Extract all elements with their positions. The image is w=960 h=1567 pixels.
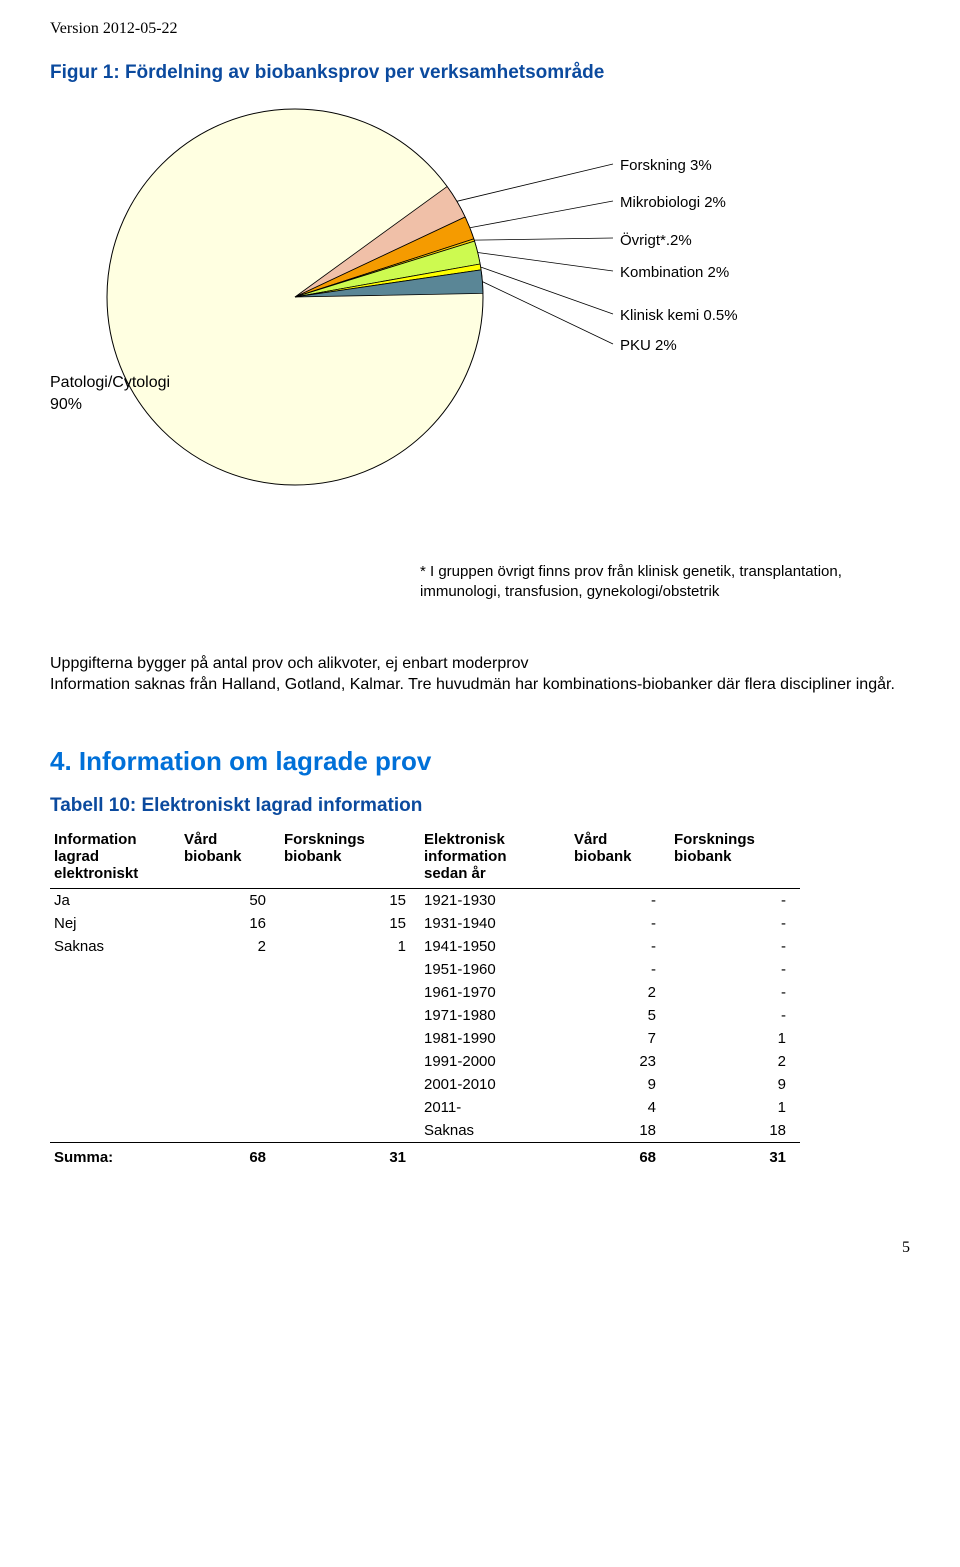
table-sum-row: Summa:68316831 (50, 1142, 800, 1169)
table-row: 1981-199071 (50, 1027, 800, 1050)
cell-c3: 15 (280, 912, 420, 935)
callout-ovrigt: Övrigt*.2% (620, 232, 692, 249)
cell-c1: Saknas (50, 935, 180, 958)
cell-c6: - (670, 981, 800, 1004)
figure-footnote: * I gruppen övrigt finns prov från klini… (420, 562, 850, 603)
pie-chart-container: Patologi/Cytologi 90% Forskning 3% Mikro… (50, 102, 910, 522)
table-row: Ja50151921-1930-- (50, 888, 800, 912)
sum-c6: 31 (670, 1142, 800, 1169)
cell-c6: 1 (670, 1096, 800, 1119)
cell-c4: 1951-1960 (420, 958, 570, 981)
leader-forskning (457, 164, 613, 201)
sum-label: Summa: (50, 1142, 180, 1169)
cell-c1: Ja (50, 888, 180, 912)
cell-c2: 2 (180, 935, 280, 958)
table-row: Saknas1818 (50, 1119, 800, 1143)
cell-c6: 18 (670, 1119, 800, 1143)
cell-c6: 2 (670, 1050, 800, 1073)
cell-c5: 9 (570, 1073, 670, 1096)
cell-c5: 23 (570, 1050, 670, 1073)
cell-c5: - (570, 935, 670, 958)
cell-c4: 1921-1930 (420, 888, 570, 912)
callout-kombination: Kombination 2% (620, 264, 729, 281)
sum-c3: 31 (280, 1142, 420, 1169)
callout-forskning: Forskning 3% (620, 157, 712, 174)
cell-c2: 50 (180, 888, 280, 912)
cell-c4: 1941-1950 (420, 935, 570, 958)
section-heading: 4. Information om lagrade prov (50, 746, 910, 777)
leader-kombination (478, 252, 613, 271)
cell-c3: 1 (280, 935, 420, 958)
table-row: Nej16151931-1940-- (50, 912, 800, 935)
leader-ovrigt (474, 238, 613, 240)
cell-c6: - (670, 958, 800, 981)
table-row: 1961-19702- (50, 981, 800, 1004)
th-c4: Elektronisk information sedan år (420, 827, 570, 889)
cell-c2: 16 (180, 912, 280, 935)
cell-c3: 15 (280, 888, 420, 912)
table-title: Tabell 10: Elektroniskt lagrad informati… (50, 795, 910, 817)
leader-mikrobiologi (470, 201, 613, 228)
cell-c6: - (670, 888, 800, 912)
cell-c6: - (670, 912, 800, 935)
callout-mikrobiologi: Mikrobiologi 2% (620, 194, 726, 211)
cell-c5: 5 (570, 1004, 670, 1027)
figure-title: Figur 1: Fördelning av biobanksprov per … (50, 62, 910, 84)
cell-c4: Saknas (420, 1119, 570, 1143)
th-c5: Vård biobank (570, 827, 670, 889)
table-row: 1971-19805- (50, 1004, 800, 1027)
table-row: 1951-1960-- (50, 958, 800, 981)
callout-klinisk: Klinisk kemi 0.5% (620, 307, 738, 324)
table-row: 2001-201099 (50, 1073, 800, 1096)
page-number: 5 (50, 1239, 910, 1257)
cell-c5: 4 (570, 1096, 670, 1119)
cell-c4: 1991-2000 (420, 1050, 570, 1073)
cell-c5: - (570, 888, 670, 912)
th-c1: Information lagrad elektroniskt (50, 827, 180, 889)
table-header-row: Information lagrad elektroniskt Vård bio… (50, 827, 800, 889)
cell-c4: 1931-1940 (420, 912, 570, 935)
cell-c4: 2011- (420, 1096, 570, 1119)
cell-c6: - (670, 1004, 800, 1027)
callout-pku: PKU 2% (620, 337, 677, 354)
cell-c4: 1981-1990 (420, 1027, 570, 1050)
sum-c5: 68 (570, 1142, 670, 1169)
cell-c5: 7 (570, 1027, 670, 1050)
table-10: Information lagrad elektroniskt Vård bio… (50, 827, 800, 1169)
cell-c5: - (570, 958, 670, 981)
table-row: Saknas211941-1950-- (50, 935, 800, 958)
version-line: Version 2012-05-22 (50, 20, 910, 38)
cell-c5: - (570, 912, 670, 935)
cell-c5: 18 (570, 1119, 670, 1143)
cell-c4: 2001-2010 (420, 1073, 570, 1096)
cell-c6: 9 (670, 1073, 800, 1096)
table-row: 2011-41 (50, 1096, 800, 1119)
pie-side-label-patologi: Patologi/Cytologi 90% (50, 372, 170, 417)
pie-chart-svg (85, 102, 645, 502)
cell-c4: 1961-1970 (420, 981, 570, 1004)
sum-c2: 68 (180, 1142, 280, 1169)
body-note: Uppgifterna bygger på antal prov och ali… (50, 653, 910, 696)
cell-c4: 1971-1980 (420, 1004, 570, 1027)
cell-c5: 2 (570, 981, 670, 1004)
cell-c6: 1 (670, 1027, 800, 1050)
th-c2: Vård biobank (180, 827, 280, 889)
table-row: 1991-2000232 (50, 1050, 800, 1073)
cell-c6: - (670, 935, 800, 958)
th-c6: Forsknings biobank (670, 827, 800, 889)
th-c3: Forsknings biobank (280, 827, 420, 889)
cell-c1: Nej (50, 912, 180, 935)
